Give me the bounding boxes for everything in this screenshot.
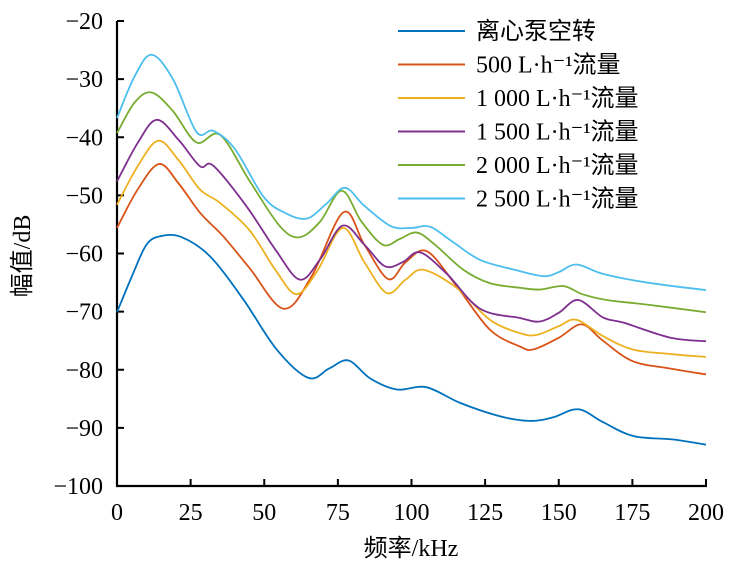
legend-label-4: 2 000 L·h⁻¹流量: [476, 152, 639, 179]
legend-label-1: 500 L·h⁻¹流量: [476, 52, 621, 79]
x-tick-label: 75: [326, 500, 350, 526]
y-tick-label: −100: [53, 474, 103, 500]
x-tick-label: 50: [252, 500, 276, 526]
series-line-5: [116, 53, 707, 292]
series-line-2: [116, 139, 707, 358]
series-lines: [116, 53, 707, 446]
x-tick-label: 25: [179, 500, 203, 526]
series-line-1: [116, 163, 707, 376]
x-tick-label: 175: [614, 500, 650, 526]
legend-label-3: 1 500 L·h⁻¹流量: [476, 119, 639, 146]
legend-label-2: 1 000 L·h⁻¹流量: [476, 85, 639, 112]
legend-label-0: 离心泵空转: [476, 18, 596, 45]
y-tick-label: −90: [65, 416, 103, 442]
y-tick-label: −50: [65, 183, 103, 209]
x-tick-label: 125: [467, 500, 503, 526]
x-ticks: 0 25 50 75 100 125 150 175 200: [111, 479, 724, 526]
x-tick-label: 200: [688, 500, 724, 526]
y-tick-label: −30: [65, 67, 103, 93]
series-line-0: [116, 233, 707, 446]
legend: 离心泵空转 500 L·h⁻¹流量 1 000 L·h⁻¹流量 1 500 L·h⁻¹…: [398, 18, 639, 213]
y-ticks: −100 −90 −80 −70 −60 −50 −40 −30 −20: [53, 9, 124, 500]
series-line-3: [116, 118, 707, 343]
y-axis-title: 幅值/dB: [9, 215, 36, 298]
x-axis-title: 频率/kHz: [364, 535, 459, 562]
y-tick-label: −40: [65, 125, 103, 151]
x-tick-label: 150: [541, 500, 577, 526]
x-tick-label: 100: [394, 500, 430, 526]
series-line-4: [116, 91, 707, 314]
y-tick-label: −60: [65, 242, 103, 268]
y-tick-label: −70: [65, 300, 103, 326]
y-tick-label: −20: [65, 9, 103, 35]
legend-label-5: 2 500 L·h⁻¹流量: [476, 186, 639, 213]
y-tick-label: −80: [65, 358, 103, 384]
x-tick-label: 0: [111, 500, 123, 526]
